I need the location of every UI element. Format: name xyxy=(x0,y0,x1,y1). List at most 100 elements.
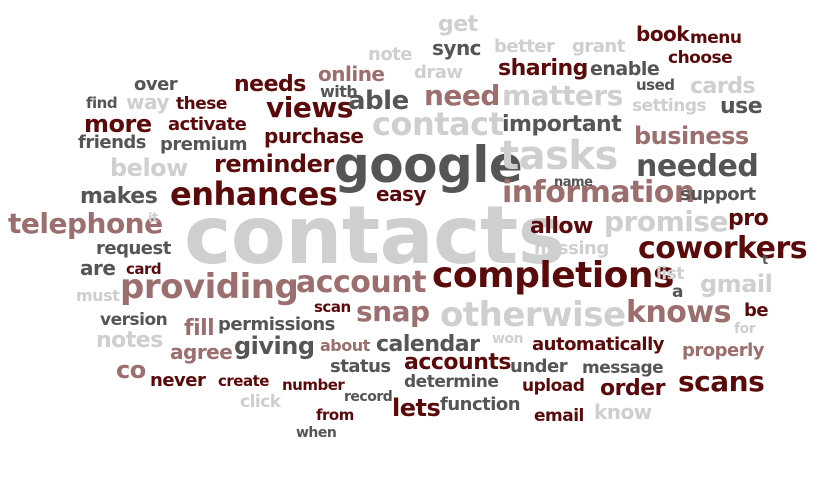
word-telephone: telephone xyxy=(8,207,163,240)
word-providing: providing xyxy=(120,267,299,307)
word-be: be xyxy=(744,300,769,321)
word-determine: determine xyxy=(404,372,499,392)
word-gmail: gmail xyxy=(700,270,773,298)
word-activate: activate xyxy=(168,114,247,135)
word-support: support xyxy=(680,184,756,205)
word-needs: needs xyxy=(234,72,306,97)
word-easy: easy xyxy=(376,182,427,206)
word-from: from xyxy=(316,406,354,424)
word-knows: knows xyxy=(626,295,732,330)
word-with: with xyxy=(320,82,358,101)
word-number: number xyxy=(282,376,345,394)
word-online: online xyxy=(318,62,385,86)
word-co: co xyxy=(116,356,146,384)
word-below: below xyxy=(110,154,188,182)
word-used: used xyxy=(636,76,675,94)
word-properly: properly xyxy=(682,340,765,361)
word-lets: lets xyxy=(392,394,441,422)
word-menu: menu xyxy=(690,28,742,48)
word-allow: allow xyxy=(530,214,593,239)
word-contact: contact xyxy=(372,105,504,143)
word-function: function xyxy=(440,394,521,415)
word-better: better xyxy=(494,36,555,57)
word-automatically: automatically xyxy=(532,334,665,355)
word-name: name xyxy=(554,175,593,190)
word-version: version xyxy=(100,310,168,330)
word-use: use xyxy=(720,94,763,119)
word-upload: upload xyxy=(522,376,585,396)
word-message: message xyxy=(582,358,664,378)
word-tasks: tasks xyxy=(500,133,618,179)
word-scans: scans xyxy=(678,365,765,398)
word-under: under xyxy=(510,356,568,377)
word-email: email xyxy=(534,406,584,426)
word-reminder: reminder xyxy=(214,150,334,178)
word-create: create xyxy=(218,372,269,390)
word-find: find xyxy=(86,94,118,112)
word-draw: draw xyxy=(414,62,463,83)
word-able: able xyxy=(348,86,409,116)
word-completions: completions xyxy=(432,255,674,296)
word-about: about xyxy=(320,336,370,355)
word-permissions: permissions xyxy=(218,314,335,335)
word-grant: grant xyxy=(572,36,625,57)
word-google: google xyxy=(334,136,523,194)
word-needed: needed xyxy=(636,149,759,184)
word-cards: cards xyxy=(690,74,756,99)
word-enable: enable xyxy=(590,58,660,80)
word-book: book xyxy=(636,22,690,46)
word-t: t xyxy=(762,253,768,268)
word-click: click xyxy=(240,392,281,412)
word-note: note xyxy=(368,44,413,65)
word-snap: snap xyxy=(356,295,430,328)
word-fill: fill xyxy=(184,316,215,341)
word-scan: scan xyxy=(314,298,351,316)
word-contacts: contacts xyxy=(184,189,565,282)
word-promise: promise xyxy=(604,205,729,238)
word-order: order xyxy=(600,376,665,401)
word-when: when xyxy=(296,425,337,441)
word-over: over xyxy=(134,74,178,95)
word-card: card xyxy=(126,260,162,278)
word-notes: notes xyxy=(96,328,163,353)
word-way: way xyxy=(126,90,169,114)
word-enhances: enhances xyxy=(170,175,338,213)
word-giving: giving xyxy=(234,332,315,360)
word-important: important xyxy=(502,112,622,137)
word-otherwise: otherwise xyxy=(440,295,626,335)
word-these: these xyxy=(176,94,227,114)
word-more: more xyxy=(84,110,152,138)
word-missing: missing xyxy=(534,238,609,259)
word-calendar: calendar xyxy=(376,332,480,357)
word-it: it xyxy=(148,211,158,226)
word-friends: friends xyxy=(78,132,147,153)
word-views: views xyxy=(266,91,353,124)
word-get: get xyxy=(438,12,478,37)
word-premium: premium xyxy=(160,134,247,155)
word-know: know xyxy=(594,400,652,424)
word-for: for xyxy=(734,321,756,337)
word-makes: makes xyxy=(80,184,158,209)
word-list: list xyxy=(656,264,684,284)
word-purchase: purchase xyxy=(264,124,364,148)
word-sharing: sharing xyxy=(498,56,588,81)
word-pro: pro xyxy=(728,206,769,231)
word-status: status xyxy=(330,356,391,377)
word-accounts: accounts xyxy=(404,350,511,375)
word-choose: choose xyxy=(668,48,733,68)
word-matters: matters xyxy=(502,79,623,112)
word-record: record xyxy=(344,389,393,405)
word-coworkers: coworkers xyxy=(638,231,808,266)
word-settings: settings xyxy=(632,96,707,116)
word-business: business xyxy=(634,122,749,150)
word-must: must xyxy=(76,286,120,305)
word-request: request xyxy=(96,238,171,259)
word-won: won xyxy=(492,331,524,347)
word-never: never xyxy=(150,370,206,391)
word-need: need xyxy=(424,79,500,112)
word-are: are xyxy=(80,256,116,280)
word-sync: sync xyxy=(432,36,482,60)
word-agree: agree xyxy=(170,340,233,364)
word-a: a xyxy=(672,282,683,302)
